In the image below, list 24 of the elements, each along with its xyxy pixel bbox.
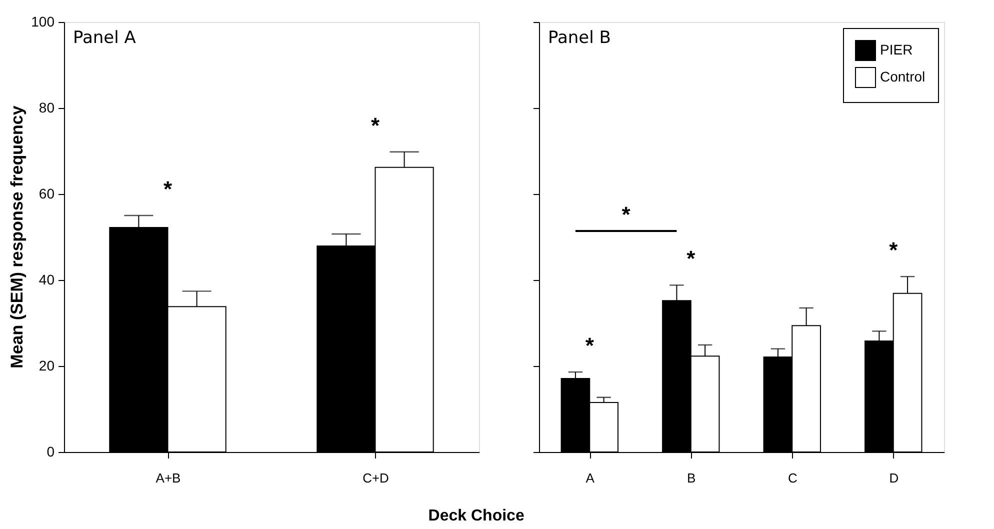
legend-label: PIER — [880, 42, 913, 58]
y-tick-label: 20 — [38, 358, 55, 374]
legend-label: Control — [880, 68, 926, 84]
annotation: * — [889, 238, 898, 263]
annotation: * — [585, 333, 594, 358]
x-axis-title: Deck Choice — [428, 508, 524, 524]
y-tick-label: 100 — [31, 14, 55, 30]
annotation: * — [686, 246, 696, 272]
x-tick-label: C — [788, 470, 798, 486]
y-tick-label: 80 — [38, 100, 55, 116]
annotation: * — [370, 112, 380, 138]
annotation: * — [163, 176, 172, 202]
x-tick-label: A — [586, 470, 595, 486]
x-tick-label: C+D — [362, 470, 389, 486]
annotation: * — [622, 202, 631, 227]
y-axis-title: Mean (SEM) response frequency — [8, 105, 27, 368]
x-tick-label: A+B — [156, 470, 181, 486]
y-tick-label: 60 — [38, 186, 55, 202]
chart-title: Panel A — [73, 28, 136, 48]
chart-title: Panel B — [548, 28, 611, 48]
x-tick-label: B — [687, 470, 696, 486]
y-tick-label: 0 — [46, 444, 55, 460]
y-tick-label: 40 — [38, 272, 55, 288]
x-tick-label: D — [889, 470, 899, 486]
